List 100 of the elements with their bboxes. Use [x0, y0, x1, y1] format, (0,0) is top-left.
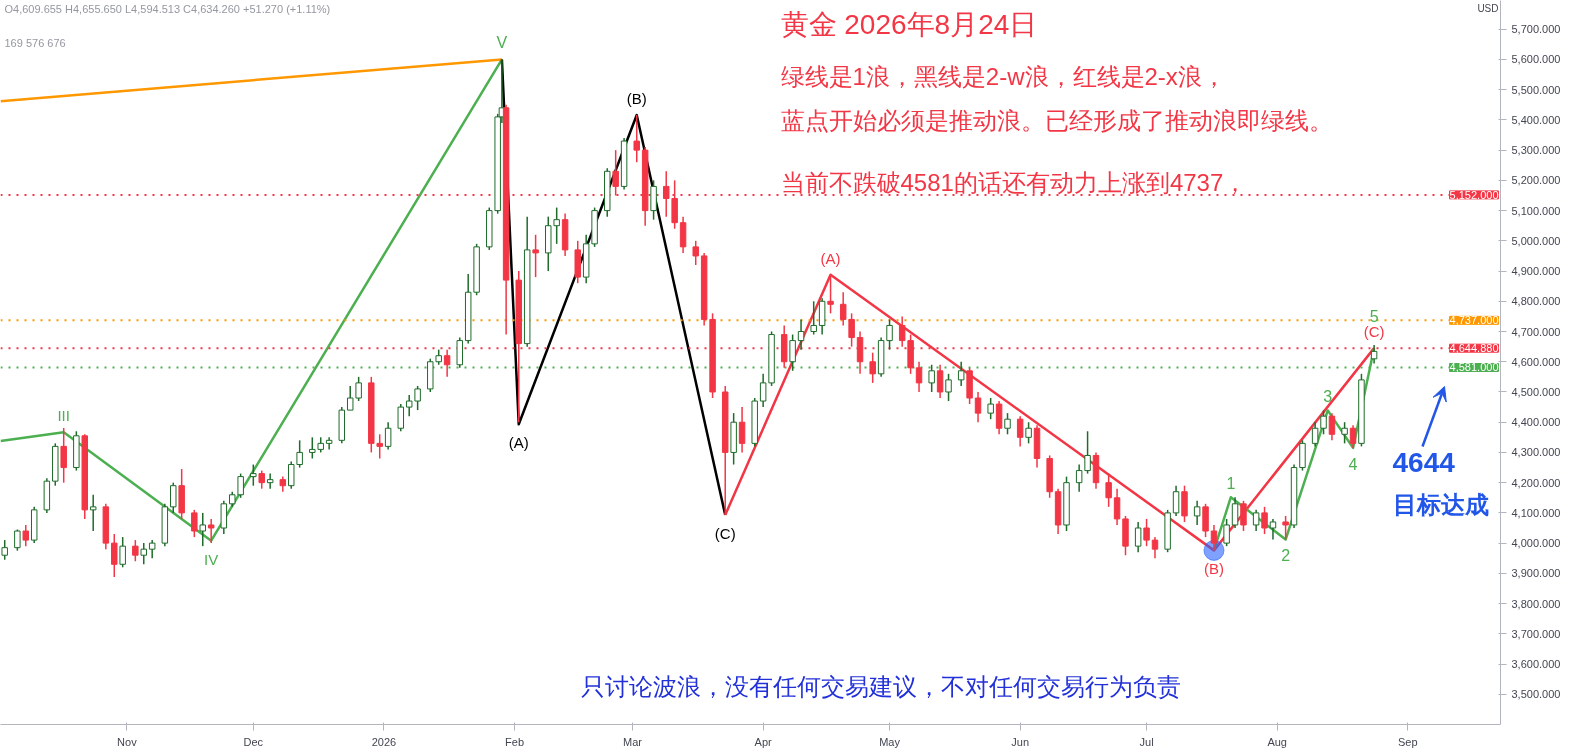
candlestick — [1084, 430, 1091, 475]
candlestick — [22, 524, 30, 547]
y-tick-label: 4,400.000 — [1511, 416, 1561, 429]
candlestick — [140, 542, 147, 566]
y-tick-label: 4,300.000 — [1511, 446, 1561, 459]
x-tick-label: Aug — [1267, 735, 1287, 748]
candlestick — [1134, 521, 1142, 553]
candlestick — [258, 469, 265, 490]
y-tick-label: 5,400.000 — [1511, 113, 1561, 126]
candlestick — [869, 351, 876, 384]
ref-line-label: 4,644.880 — [1449, 342, 1499, 355]
candlestick — [915, 360, 923, 393]
ref-line-label: 4,581.000 — [1449, 361, 1499, 374]
y-tick-label: 5,300.000 — [1511, 144, 1561, 157]
candlestick — [414, 385, 421, 411]
annotation: (B) — [1203, 560, 1224, 578]
y-axis-title: USD — [1477, 2, 1499, 14]
candlestick — [886, 318, 893, 351]
candlestick — [848, 312, 855, 348]
candlestick — [148, 539, 156, 559]
y-tick-label: 3,700.000 — [1511, 627, 1561, 640]
candlestick — [789, 333, 796, 372]
candlestick — [1151, 536, 1159, 559]
candlestick — [346, 385, 354, 411]
annotation: 只讨论波浪，没有任何交易建议，不对任何交易行为负责 — [580, 672, 1181, 700]
y-tick-label: 4,700.000 — [1511, 325, 1561, 338]
candlestick — [397, 403, 405, 433]
annotation: 目标达成 — [1392, 490, 1489, 518]
annotation: (C) — [714, 525, 736, 543]
candlestick — [1113, 487, 1121, 526]
candlestick — [1320, 409, 1327, 436]
candlestick — [170, 481, 177, 514]
y-tick-label: 3,800.000 — [1511, 597, 1561, 610]
annotation: 1 — [1226, 475, 1236, 493]
y-tick-label: 3,600.000 — [1511, 658, 1561, 671]
y-tick-label: 4,800.000 — [1511, 295, 1561, 308]
y-tick-label: 5,100.000 — [1511, 204, 1561, 217]
annotation: III — [57, 407, 70, 425]
candlestick — [945, 373, 952, 402]
candlestick — [759, 373, 767, 408]
y-tick-label: 4,600.000 — [1511, 355, 1561, 368]
candlestick — [250, 463, 257, 487]
candlestick — [1, 539, 8, 561]
y-tick-label: 4,500.000 — [1511, 385, 1561, 398]
candlestick — [1075, 463, 1083, 493]
candlestick — [810, 300, 817, 336]
candlestick — [266, 472, 274, 490]
y-tick-label: 3,900.000 — [1511, 567, 1561, 580]
candlestick — [1004, 412, 1011, 436]
x-tick-label: Feb — [505, 735, 525, 748]
candlestick — [1240, 500, 1247, 532]
annotation: 2 — [1281, 547, 1291, 565]
annotation: 4644 — [1392, 446, 1456, 478]
y-tick-label: 5,000.000 — [1511, 234, 1561, 247]
candlestick — [191, 509, 198, 538]
candlestick — [1252, 509, 1260, 532]
candlestick — [89, 494, 97, 532]
candlestick — [1016, 415, 1024, 448]
annotation: 169 576 676 — [4, 36, 66, 49]
y-tick-label: 5,600.000 — [1511, 53, 1561, 66]
candlestick — [405, 394, 413, 417]
y-tick-label: 4,200.000 — [1511, 476, 1561, 489]
candlestick — [987, 397, 994, 420]
candlestick — [1349, 424, 1357, 449]
candlestick — [974, 391, 982, 423]
chart-title: 黄金 2026年8月24日 — [780, 8, 1038, 40]
candlestick — [1172, 484, 1180, 517]
y-tick-label: 4,000.000 — [1511, 537, 1561, 550]
candlestick — [633, 114, 640, 163]
candlestick — [384, 421, 392, 451]
ref-line-label: 5,152.000 — [1449, 188, 1499, 201]
y-tick-label: 5,500.000 — [1511, 83, 1561, 96]
candlestick — [207, 518, 215, 544]
candlestick — [132, 539, 139, 563]
candlestick — [1282, 515, 1289, 541]
annotation: 4 — [1348, 455, 1358, 473]
annotation: 蓝点开始必须是推动浪。已经形成了推动浪即绿线。 — [780, 106, 1333, 134]
annotation: O4,609.655 H4,655.650 L4,594.513 C4,634.260 +51.270 (+1.11%) — [4, 2, 331, 15]
candlestick — [355, 376, 362, 402]
candlestick — [1328, 412, 1336, 442]
x-tick-label: Apr — [754, 735, 773, 748]
y-tick-label: 5,700.000 — [1511, 23, 1561, 36]
candlestick — [1261, 506, 1268, 535]
candlestick — [532, 234, 539, 278]
x-tick-label: Mar — [623, 735, 643, 748]
annotation: 5 — [1369, 308, 1379, 326]
candlestick — [1341, 421, 1348, 445]
y-tick-label: 4,900.000 — [1511, 265, 1561, 278]
annotation: V — [496, 34, 508, 52]
x-tick-label: Sep — [1398, 735, 1418, 748]
candlestick — [1143, 518, 1150, 547]
y-tick-label: 3,500.000 — [1511, 688, 1561, 701]
candlestick — [692, 240, 699, 266]
candlestick — [797, 318, 805, 351]
annotation: 绿线是1浪，黑线是2-w浪，红线是2-x浪， — [780, 62, 1226, 90]
x-tick-label: 2026 — [371, 735, 397, 748]
annotation: (A) — [508, 434, 529, 452]
candlestick — [199, 512, 206, 547]
candlestick — [1223, 518, 1230, 547]
candlestick — [1193, 500, 1201, 526]
